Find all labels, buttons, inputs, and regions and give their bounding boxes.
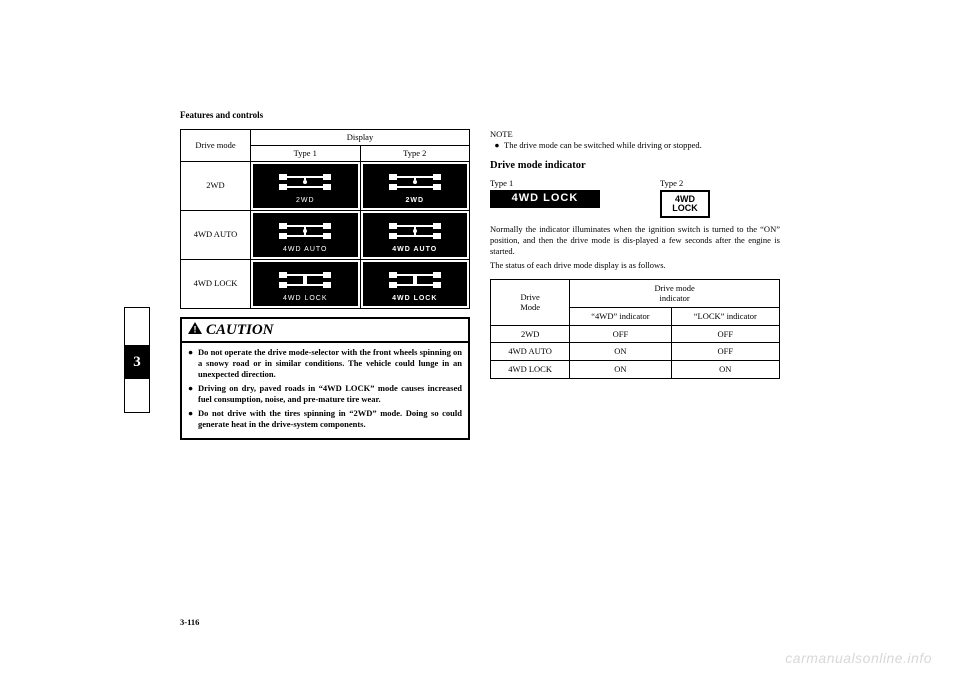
display-4wdlock-type2-icon: 4WD LOCK (363, 262, 468, 306)
indicator-type2-icon: 4WDLOCK (660, 190, 710, 218)
table-row: 4WD AUTO ON OFF (491, 343, 780, 361)
indicator-type1-text: 4WD LOCK (512, 192, 579, 206)
cell-display-type2: 4WD LOCK (360, 259, 470, 308)
cell-mode: 4WD LOCK (491, 360, 570, 378)
warning-icon: ! (188, 322, 202, 338)
indicator-examples: Type 1 4WD LOCK Type 2 4WDLOCK (490, 178, 780, 219)
display-caption: 4WD AUTO (253, 246, 358, 255)
indicator-type1-icon: 4WD LOCK (490, 190, 600, 208)
paragraph: The status of each drive mode display is… (490, 260, 780, 271)
indicator-label: Type 1 (490, 178, 600, 189)
cell-4wd: ON (570, 343, 671, 361)
chapter-tab: 3 (124, 345, 150, 379)
caution-item: ●Driving on dry, paved roads in “4WD LOC… (188, 383, 462, 404)
left-column: Drive mode Display Type 1 Type 2 2WD 2WD (180, 129, 470, 619)
cell-display-type1: 2WD (251, 161, 361, 210)
subheading: Drive mode indicator (490, 159, 780, 172)
cell-4wd: ON (570, 360, 671, 378)
cell-mode: 4WD AUTO (491, 343, 570, 361)
cell-display-type1: 4WD LOCK (251, 259, 361, 308)
table-row: 4WD LOCK 4WD LOCK 4WD LOCK (181, 259, 470, 308)
table-row: 2WD 2WD 2WD (181, 161, 470, 210)
caution-body: ●Do not operate the drive mode-selector … (182, 343, 468, 437)
display-4wdlock-type1-icon: 4WD LOCK (253, 262, 358, 306)
columns: Drive mode Display Type 1 Type 2 2WD 2WD (180, 129, 780, 619)
section-title: Features and controls (180, 110, 780, 121)
chapter-number: 3 (133, 354, 141, 371)
note-body: ● The drive mode can be switched while d… (490, 140, 780, 151)
display-caption: 4WD AUTO (363, 246, 468, 255)
caution-box: ! CAUTION ●Do not operate the drive mode… (180, 317, 470, 440)
display-caption: 2WD (253, 197, 358, 206)
watermark: carmanualsonline.info (785, 650, 932, 666)
th-indicator: Drive mode indicator (570, 279, 780, 307)
indicator-type2-line2: LOCK (672, 203, 698, 213)
th-drive-mode: Drive Mode (491, 279, 570, 325)
th-type2: Type 2 (360, 145, 470, 161)
cell-mode: 4WD AUTO (181, 210, 251, 259)
bullet-icon: ● (490, 140, 504, 151)
caution-text: Do not operate the drive mode-selector w… (198, 347, 462, 379)
cell-lock: OFF (671, 325, 779, 343)
th-type1: Type 1 (251, 145, 361, 161)
tab-outline-bottom (124, 379, 150, 413)
page-number: 3-116 (180, 617, 199, 628)
paragraph: Normally the indicator illuminates when … (490, 224, 780, 256)
tab-outline-top (124, 307, 150, 345)
cell-lock: OFF (671, 343, 779, 361)
display-caption: 4WD LOCK (253, 295, 358, 304)
table-row: 4WD LOCK ON ON (491, 360, 780, 378)
th-text: Drive mode (654, 283, 694, 293)
cell-lock: ON (671, 360, 779, 378)
indicator-type2: Type 2 4WDLOCK (660, 178, 710, 219)
display-caption: 2WD (363, 197, 468, 206)
caution-text: Do not drive with the tires spinning in … (198, 408, 462, 429)
page: Features and controls Drive mode Display… (180, 110, 780, 600)
caution-label: CAUTION (206, 321, 274, 340)
drive-mode-display-table: Drive mode Display Type 1 Type 2 2WD 2WD (180, 129, 470, 308)
table-row: 2WD OFF OFF (491, 325, 780, 343)
th-text: indicator (660, 293, 690, 303)
th-text: Drive (520, 292, 539, 302)
right-column: NOTE ● The drive mode can be switched wh… (490, 129, 780, 619)
note-text: The drive mode can be switched while dri… (504, 140, 702, 151)
caution-text: Driving on dry, paved roads in “4WD LOCK… (198, 383, 462, 404)
cell-display-type2: 2WD (360, 161, 470, 210)
cell-display-type1: 4WD AUTO (251, 210, 361, 259)
th-lock: “LOCK” indicator (671, 308, 779, 326)
caution-item: ●Do not drive with the tires spinning in… (188, 408, 462, 429)
th-text: Mode (520, 302, 540, 312)
cell-4wd: OFF (570, 325, 671, 343)
bullet-icon: ● (188, 347, 198, 379)
th-4wd: “4WD” indicator (570, 308, 671, 326)
cell-mode: 2WD (181, 161, 251, 210)
indicator-label: Type 2 (660, 178, 710, 189)
th-display: Display (251, 130, 470, 146)
table-row: 4WD AUTO 4WD AUTO 4WD AUTO (181, 210, 470, 259)
bullet-icon: ● (188, 408, 198, 429)
drive-mode-indicator-table: Drive Mode Drive mode indicator “4WD” in… (490, 279, 780, 379)
cell-display-type2: 4WD AUTO (360, 210, 470, 259)
cell-mode: 2WD (491, 325, 570, 343)
display-2wd-type1-icon: 2WD (253, 164, 358, 208)
display-caption: 4WD LOCK (363, 295, 468, 304)
indicator-type1: Type 1 4WD LOCK (490, 178, 600, 209)
cell-mode: 4WD LOCK (181, 259, 251, 308)
caution-item: ●Do not operate the drive mode-selector … (188, 347, 462, 379)
th-drive-mode: Drive mode (181, 130, 251, 161)
note-label: NOTE (490, 129, 780, 140)
display-4wdauto-type2-icon: 4WD AUTO (363, 213, 468, 257)
svg-text:!: ! (194, 324, 197, 334)
bullet-icon: ● (188, 383, 198, 404)
display-2wd-type2-icon: 2WD (363, 164, 468, 208)
display-4wdauto-type1-icon: 4WD AUTO (253, 213, 358, 257)
caution-title: ! CAUTION (182, 319, 468, 344)
